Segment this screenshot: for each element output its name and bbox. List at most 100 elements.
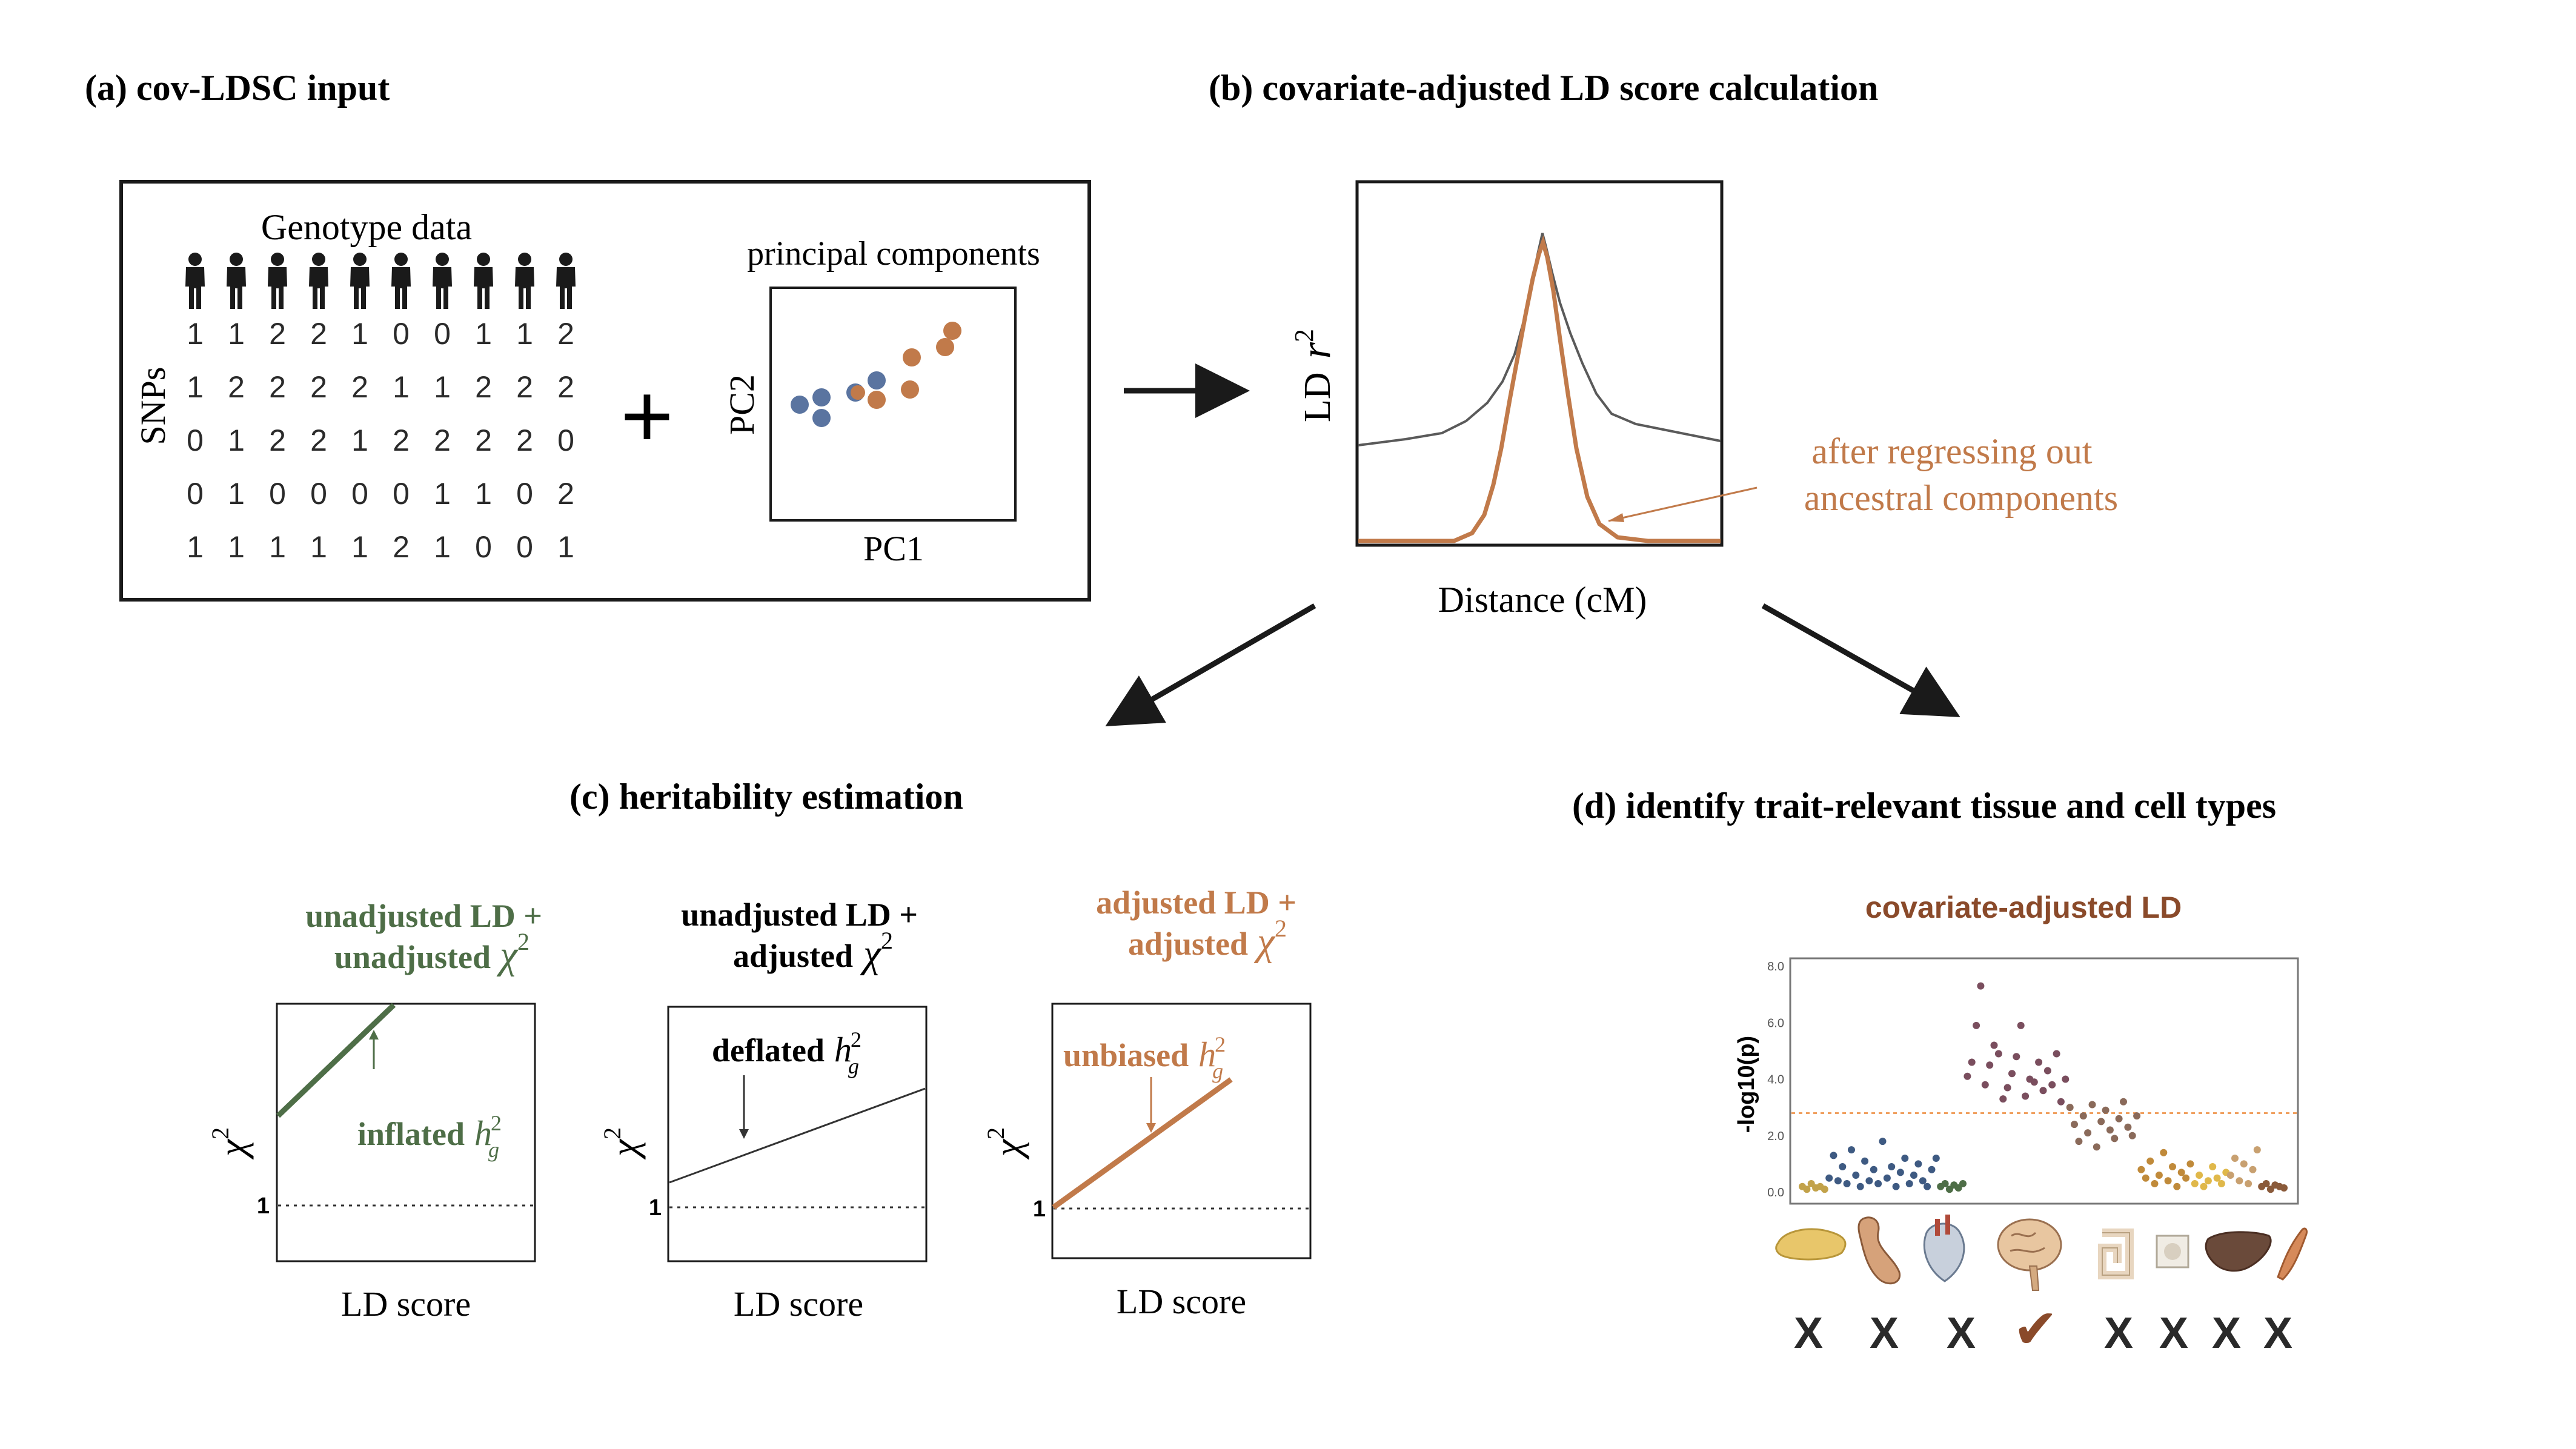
matrix-cell: 0 xyxy=(393,477,410,511)
manhattan-point xyxy=(2097,1118,2105,1126)
manhattan-point xyxy=(2102,1106,2110,1114)
heart-icon xyxy=(1923,1215,1965,1282)
matrix-cell: 1 xyxy=(393,370,410,404)
manhattan-point xyxy=(2151,1180,2159,1187)
manhattan-point xyxy=(1856,1182,1864,1190)
manhattan-ylabel: -log10(p) xyxy=(1734,1036,1759,1133)
intestine-icon xyxy=(2098,1228,2134,1279)
heritability-plot-2: unadjusted LD + adjusted χ2 deflated h2 g … xyxy=(599,897,928,1324)
manhattan-point xyxy=(1977,982,1985,990)
plot2-ylabel: χ2 xyxy=(599,1127,646,1160)
manhattan-point xyxy=(1973,1021,1980,1029)
matrix-cell: 2 xyxy=(310,317,327,351)
manhattan-point xyxy=(2106,1126,2114,1134)
input-box xyxy=(119,180,1091,602)
manhattan-point xyxy=(2146,1157,2154,1165)
manhattan-point xyxy=(2280,1184,2288,1192)
brain-icon xyxy=(1997,1218,2062,1291)
manhattan-point xyxy=(1914,1160,1922,1168)
stomach-icon xyxy=(1857,1216,1901,1285)
panel-a-title: (a) cov-LDSC input xyxy=(85,68,390,108)
pancreas-icon xyxy=(1775,1228,1847,1261)
liver-icon xyxy=(2205,1231,2272,1272)
manhattan-point xyxy=(2191,1180,2199,1187)
manhattan-point xyxy=(1888,1163,1896,1170)
mark-muscle: X xyxy=(2263,1309,2292,1358)
manhattan-point xyxy=(1861,1157,1869,1165)
manhattan-point xyxy=(2022,1092,2030,1100)
person-icon xyxy=(515,253,534,309)
matrix-cell: 0 xyxy=(187,423,204,457)
matrix-cell: 0 xyxy=(475,530,492,564)
ld-annotation-line2: ancestral components xyxy=(1804,478,2118,518)
matrix-cell: 1 xyxy=(228,317,245,351)
manhattan-point xyxy=(1892,1182,1900,1190)
manhattan-point xyxy=(2093,1143,2100,1151)
ld-plot-frame xyxy=(1355,180,1724,547)
manhattan-point xyxy=(1865,1177,1873,1185)
person-icon xyxy=(391,253,411,309)
plot2-tick-1: 1 xyxy=(649,1195,662,1221)
pc-point xyxy=(901,380,919,399)
manhattan-point xyxy=(2155,1172,2163,1179)
plot2-xlabel: LD score xyxy=(734,1284,863,1324)
plot1-annotation: inflated h2 g xyxy=(357,1111,502,1162)
ld-ylabel: LDr2 xyxy=(1289,329,1339,422)
matrix-cell: 0 xyxy=(187,477,204,511)
matrix-cell: 1 xyxy=(187,530,204,564)
manhattan-point xyxy=(2236,1177,2243,1185)
manhattan-point xyxy=(1870,1166,1877,1173)
manhattan-point xyxy=(1999,1095,2007,1103)
person-icon xyxy=(268,253,287,309)
manhattan-point xyxy=(1964,1072,1971,1080)
manhattan-point xyxy=(1830,1152,1837,1159)
y-tick-label: 0.0 xyxy=(1767,1186,1784,1199)
manhattan-point xyxy=(2133,1112,2141,1120)
manhattan-point xyxy=(2120,1098,2127,1106)
matrix-cell: 1 xyxy=(516,317,533,351)
manhattan-point xyxy=(1994,1050,2002,1058)
matrix-cell: 0 xyxy=(393,317,410,351)
matrix-cell: 0 xyxy=(516,530,533,564)
plot1-chi: χ2 xyxy=(496,928,529,977)
panel-b-title: (b) covariate-adjusted LD score calculat… xyxy=(1209,68,1878,108)
heritability-plot-1: unadjusted LD + unadjusted χ2 inflated h2… xyxy=(207,898,542,1324)
manhattan-point xyxy=(2128,1132,2136,1139)
manhattan-point xyxy=(2177,1169,2185,1176)
manhattan-point xyxy=(2039,1087,2047,1095)
pc-point xyxy=(868,391,886,409)
matrix-cell: 0 xyxy=(269,477,286,511)
plot3-annotation: unbiased h2 g xyxy=(1063,1032,1226,1083)
manhattan-point xyxy=(1968,1058,1976,1066)
plot2-title-line1: unadjusted LD + xyxy=(681,897,918,933)
adjusted-ld-curve xyxy=(1358,235,1721,543)
person-icon xyxy=(433,253,452,309)
manhattan-point xyxy=(2213,1174,2221,1182)
plot3-xlabel: LD score xyxy=(1117,1282,1246,1321)
person-icon xyxy=(185,253,205,309)
plot3-chi: χ2 xyxy=(1253,915,1287,964)
manhattan-point xyxy=(2173,1182,2181,1190)
ld-xlabel: Distance (cM) xyxy=(1438,580,1647,620)
plot2-chi: χ2 xyxy=(860,927,893,976)
pc-point xyxy=(812,409,831,427)
genotype-title: Genotype data xyxy=(261,207,472,247)
manhattan-point xyxy=(2111,1135,2119,1142)
manhattan-point xyxy=(2231,1155,2239,1162)
manhattan-point xyxy=(1981,1081,1989,1089)
arrow-b-to-c xyxy=(1105,603,1316,726)
manhattan-point xyxy=(2079,1112,2087,1120)
manhattan-point xyxy=(1834,1177,1842,1185)
pc-point xyxy=(812,388,831,406)
matrix-cell: 1 xyxy=(228,530,245,564)
matrix-cell: 1 xyxy=(228,423,245,457)
plot2-fit-line xyxy=(669,1087,926,1184)
unadjusted-ld-curve xyxy=(1358,233,1721,446)
manhattan-point xyxy=(2075,1138,2083,1146)
manhattan-point xyxy=(1905,1180,1913,1187)
manhattan-point xyxy=(1986,1061,1994,1069)
matrix-cell: 0 xyxy=(310,477,327,511)
matrix-cell: 2 xyxy=(475,370,492,404)
y-tick-label: 4.0 xyxy=(1767,1073,1784,1087)
